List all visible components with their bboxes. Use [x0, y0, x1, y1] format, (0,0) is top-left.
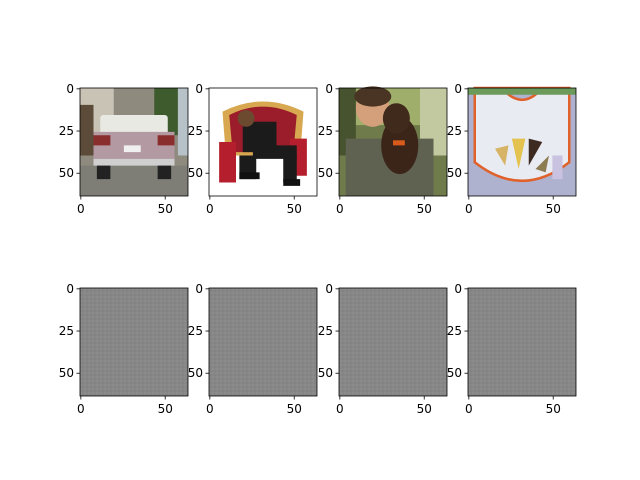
panel-r0-c3: 0 50 0 25 50	[447, 82, 577, 216]
y-tick-label: 25	[59, 124, 74, 138]
x-tick-label: 50	[158, 202, 173, 216]
x-tick-label: 0	[206, 402, 214, 416]
panel-image	[80, 88, 188, 196]
y-tick-label: 0	[66, 282, 74, 296]
x-tick-label: 0	[336, 402, 344, 416]
x-tick-label: 50	[158, 402, 173, 416]
y-tick-label: 50	[318, 166, 333, 180]
y-tick-label: 25	[318, 124, 333, 138]
panel-image	[468, 86, 576, 196]
y-tick-label: 50	[447, 166, 462, 180]
panel-r0-c1: 0 50 0 25 50	[188, 82, 318, 216]
panel-image	[468, 288, 576, 396]
x-tick-label: 0	[336, 202, 344, 216]
x-tick-label: 50	[546, 402, 561, 416]
axes-frame	[467, 287, 577, 397]
panel-r1-c0: 0 50 0 25 50	[59, 282, 189, 416]
y-tick-label: 50	[188, 366, 203, 380]
y-tick-label: 0	[454, 282, 462, 296]
panel-image	[80, 288, 188, 396]
axes-frame	[79, 87, 189, 197]
y-tick-label: 0	[66, 82, 74, 96]
x-tick-label: 50	[287, 202, 302, 216]
y-tick-label: 0	[195, 282, 203, 296]
panel-r0-c0: 0 50 0 25 50	[59, 82, 189, 216]
panel-r1-c3: 0 50 0 25 50	[447, 282, 577, 416]
axes-frame	[208, 287, 318, 397]
panel-image	[209, 288, 317, 396]
panel-r1-c1: 0 50 0 25 50	[188, 282, 318, 416]
x-tick-label: 0	[465, 202, 473, 216]
y-tick-label: 25	[188, 324, 203, 338]
panel-r1-c2: 0 50 0 25 50	[318, 282, 448, 416]
y-tick-label: 0	[454, 82, 462, 96]
x-tick-label: 50	[546, 202, 561, 216]
axes-frame	[338, 287, 448, 397]
y-tick-label: 25	[188, 124, 203, 138]
y-tick-label: 0	[325, 282, 333, 296]
axes-frame	[467, 87, 577, 197]
x-tick-label: 0	[465, 402, 473, 416]
y-tick-label: 25	[447, 324, 462, 338]
panel-image	[209, 88, 317, 196]
axes-frame	[208, 87, 318, 197]
y-tick-label: 25	[447, 124, 462, 138]
panel-image	[339, 288, 447, 396]
x-tick-label: 50	[417, 202, 432, 216]
axes-frame	[79, 287, 189, 397]
x-tick-label: 0	[77, 202, 85, 216]
y-tick-label: 50	[59, 166, 74, 180]
y-tick-label: 50	[447, 366, 462, 380]
y-tick-label: 0	[325, 82, 333, 96]
y-tick-label: 25	[318, 324, 333, 338]
y-tick-label: 50	[188, 166, 203, 180]
y-tick-label: 50	[318, 366, 333, 380]
x-tick-label: 0	[77, 402, 85, 416]
axes-frame	[338, 87, 448, 197]
x-tick-label: 50	[287, 402, 302, 416]
panel-r0-c2: 0 50 0 25 50	[318, 82, 448, 216]
y-tick-label: 50	[59, 366, 74, 380]
y-tick-label: 0	[195, 82, 203, 96]
x-tick-label: 0	[206, 202, 214, 216]
y-tick-label: 25	[59, 324, 74, 338]
panel-image	[339, 86, 447, 196]
x-tick-label: 50	[417, 402, 432, 416]
